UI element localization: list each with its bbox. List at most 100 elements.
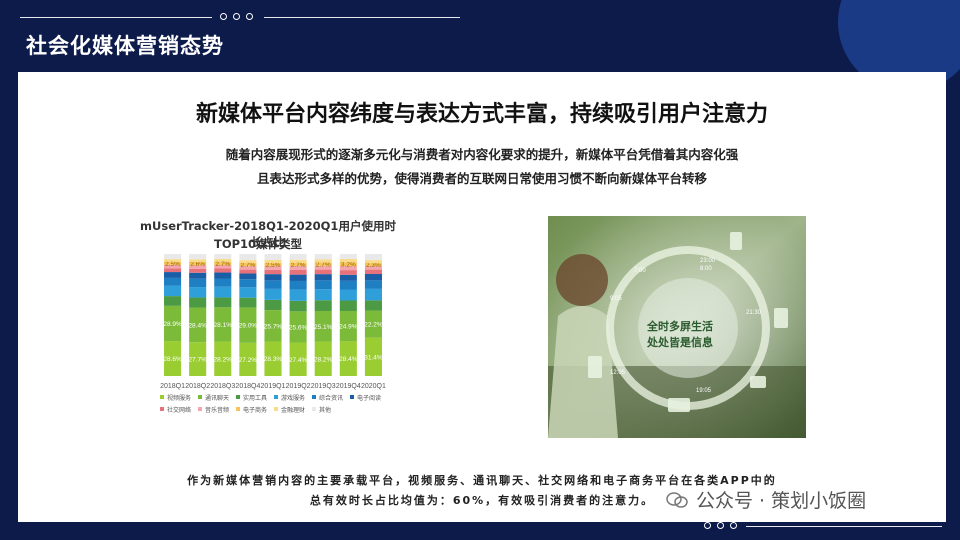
data-label: 28.3% bbox=[264, 356, 283, 363]
bar-segment bbox=[314, 289, 332, 301]
top-dots bbox=[220, 13, 253, 20]
bar-segment bbox=[239, 297, 257, 308]
bar-segment bbox=[314, 310, 332, 342]
photo-time-label: 9:05 bbox=[610, 296, 622, 302]
bar-segment bbox=[364, 337, 382, 376]
data-label: 29.0% bbox=[239, 323, 258, 330]
headline: 新媒体平台内容纬度与表达方式丰富，持续吸引用户注意力 bbox=[195, 102, 768, 127]
bar-segment bbox=[339, 310, 357, 342]
bar-segment bbox=[364, 269, 382, 275]
x-tick-label: 2018Q1 bbox=[160, 383, 185, 390]
data-label: 28.4% bbox=[339, 356, 358, 363]
bar-segment bbox=[189, 278, 207, 288]
bar-segment bbox=[164, 259, 182, 262]
bar-segment bbox=[264, 269, 282, 275]
legend-label: 电子商务 bbox=[243, 406, 267, 414]
watermark-text: 公众号 · 策划小饭圈 bbox=[696, 490, 867, 512]
bar-segment bbox=[289, 254, 307, 260]
data-label: 25.6% bbox=[289, 324, 308, 331]
legend-swatch bbox=[198, 395, 202, 399]
photo-caption-line1: 全时多屏生活 bbox=[646, 319, 713, 333]
data-label: 22.2% bbox=[364, 322, 383, 329]
watermark: 公众号 · 策划小饭圈 bbox=[666, 486, 866, 513]
bar-segment bbox=[314, 274, 332, 281]
photo-caption-line2: 处处皆是信息 bbox=[646, 335, 713, 349]
photo-time-label: 21:30 bbox=[746, 310, 762, 316]
bar-segment bbox=[189, 265, 207, 269]
legend-swatch bbox=[160, 407, 164, 411]
person-head bbox=[556, 254, 608, 306]
legend-swatch bbox=[312, 407, 316, 411]
bar-segment bbox=[239, 260, 257, 263]
bar-segment bbox=[289, 289, 307, 301]
data-label: 27.2% bbox=[239, 357, 258, 364]
chart-subtitle: TOP10媒体类型 bbox=[213, 237, 303, 251]
legend-label: 音乐音频 bbox=[205, 406, 229, 414]
bar-segment bbox=[164, 268, 182, 273]
data-label: 2.5% bbox=[165, 261, 180, 268]
bar-segment bbox=[339, 270, 357, 275]
bar-segment bbox=[264, 259, 282, 263]
slide-title: 社会化媒体营销态势 bbox=[26, 34, 224, 58]
bar-segment bbox=[264, 265, 282, 270]
bar-segment bbox=[164, 277, 182, 286]
bar-segment bbox=[264, 288, 282, 300]
top-divider-right bbox=[264, 17, 460, 18]
bar-segment bbox=[364, 263, 382, 266]
bar-segment bbox=[314, 259, 332, 263]
bar-segment bbox=[239, 342, 257, 376]
bar-segment bbox=[214, 261, 232, 265]
bottom-dots bbox=[704, 522, 737, 529]
bar-segment bbox=[214, 297, 232, 308]
data-label: 2.3% bbox=[366, 262, 381, 269]
legend-swatch bbox=[274, 407, 278, 411]
bar-segment bbox=[289, 280, 307, 290]
legend-swatch bbox=[312, 395, 316, 399]
bar-segment bbox=[339, 341, 357, 376]
bar-segment bbox=[314, 265, 332, 270]
data-label: 2.7% bbox=[215, 261, 230, 268]
bottom-divider bbox=[746, 526, 942, 527]
bar-segment bbox=[314, 254, 332, 260]
legend-swatch bbox=[160, 395, 164, 399]
bar-segment bbox=[189, 272, 207, 279]
bar-segment bbox=[314, 280, 332, 290]
data-label: 28.9% bbox=[163, 321, 182, 328]
bar-segment bbox=[189, 297, 207, 308]
legend-swatch bbox=[274, 395, 278, 399]
data-label: 27.4% bbox=[289, 357, 308, 364]
photo-time-label: 8:00 bbox=[700, 266, 712, 272]
legend-swatch bbox=[198, 407, 202, 411]
bar-segment bbox=[264, 254, 282, 260]
bar-segment bbox=[289, 269, 307, 275]
bar-segment bbox=[364, 254, 382, 261]
legend-label: 综合资讯 bbox=[319, 394, 343, 402]
bar-segment bbox=[214, 341, 232, 376]
bar-segment bbox=[339, 274, 357, 281]
bar-segment bbox=[289, 342, 307, 376]
bar-segment bbox=[364, 280, 382, 289]
bar-segment bbox=[289, 274, 307, 281]
bar-segment bbox=[339, 266, 357, 271]
bar-segment bbox=[164, 261, 182, 265]
bar-segment bbox=[314, 300, 332, 311]
bar-segment bbox=[239, 307, 257, 343]
bar-segment bbox=[364, 265, 382, 270]
data-label: 28.2% bbox=[214, 356, 233, 363]
bar-segment bbox=[339, 280, 357, 290]
bar-segment bbox=[239, 269, 257, 274]
data-label: 2.7% bbox=[291, 262, 306, 269]
bar-segment bbox=[164, 264, 182, 269]
bar-segment bbox=[364, 260, 382, 264]
bar-segment bbox=[164, 341, 182, 376]
bar-segment bbox=[339, 300, 357, 311]
legend-label: 金融理财 bbox=[281, 406, 305, 414]
photo-time-label: 7:00 bbox=[634, 268, 646, 274]
bar-segment bbox=[214, 268, 232, 273]
bar-segment bbox=[264, 262, 282, 266]
content-panel: 新媒体平台内容纬度与表达方式丰富，持续吸引用户注意力 随着内容展现形式的逐渐多元… bbox=[18, 72, 946, 522]
bar-segment bbox=[364, 310, 382, 338]
bar-segment bbox=[289, 300, 307, 312]
bar-segment bbox=[214, 278, 232, 287]
